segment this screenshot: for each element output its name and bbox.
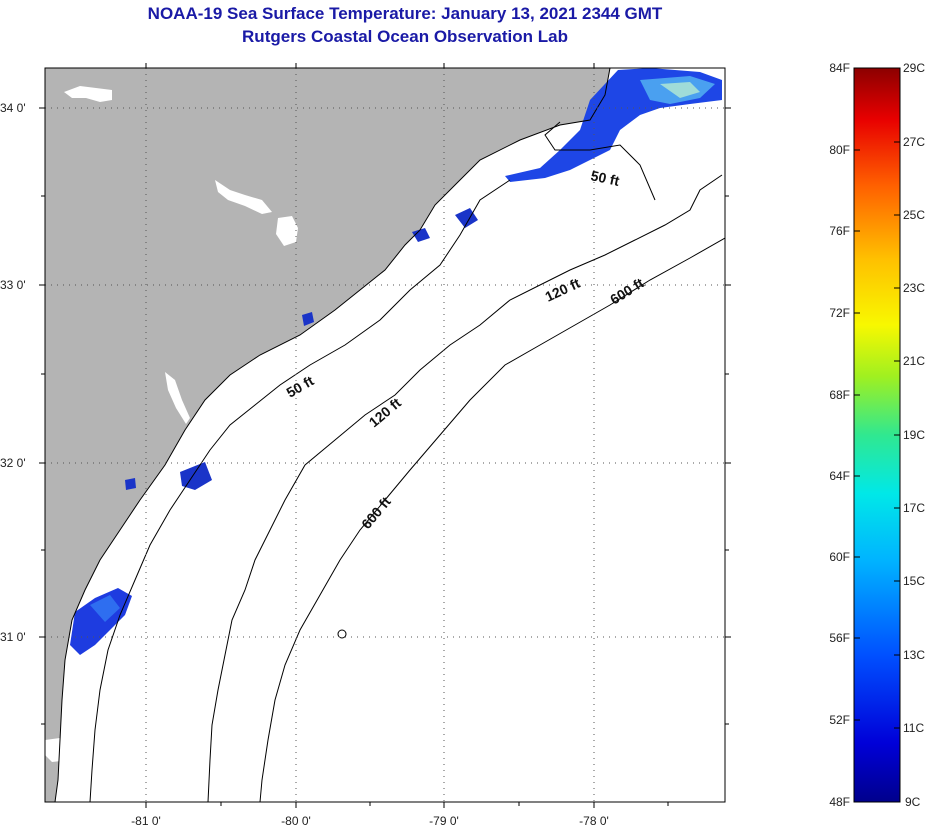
colorbar-c-label: 15C: [903, 574, 925, 588]
colorbar-c-label: 21C: [903, 354, 925, 368]
colorbar-c-label: 13C: [903, 648, 925, 662]
colorbar-c-label: 29C: [903, 61, 925, 75]
lat-label: 34 0': [0, 101, 26, 115]
colorbar-c-label: 17C: [903, 501, 925, 515]
colorbar-f-label: 68F: [829, 388, 850, 402]
colorbar-f-label: 72F: [829, 306, 850, 320]
contour-120ft: [207, 174, 723, 802]
lon-label: -79 0': [429, 814, 459, 828]
colorbar-f-label: 80F: [829, 143, 850, 157]
colorbar-f-label: 48F: [829, 795, 850, 809]
lat-label: 33 0': [0, 278, 26, 292]
map-title: NOAA-19 Sea Surface Temperature: January…: [147, 4, 663, 23]
colorbar-gradient: [853, 67, 901, 803]
map-subtitle: Rutgers Coastal Ocean Observation Lab: [242, 27, 568, 46]
colorbar-c-label: 27C: [903, 135, 925, 149]
contour-50ft: [89, 121, 656, 802]
colorbar-f-label: 56F: [829, 631, 850, 645]
colorbar-f-label: 52F: [829, 713, 850, 727]
contour-600ft: [259, 237, 725, 802]
lat-label: 31 0': [0, 630, 26, 644]
map-frame: [44, 67, 726, 803]
colorbar-f-label: 64F: [829, 469, 850, 483]
colorbar-c-label: 23C: [903, 281, 925, 295]
lat-label: 32 0': [0, 456, 26, 470]
lon-label: -78 0': [579, 814, 609, 828]
colorbar-c-label: 11C: [903, 721, 924, 735]
graticule: [45, 68, 725, 802]
colorbar-f-label: 60F: [829, 550, 850, 564]
lon-label: -80 0': [281, 814, 311, 828]
land-area: [45, 68, 610, 802]
colorbar-f-label: 84F: [829, 61, 850, 75]
colorbar-c-label: 9C: [905, 795, 921, 809]
colorbar-f-label: 76F: [829, 224, 850, 238]
contour-label: 50 ft: [589, 167, 621, 189]
colorbar-c-label: 19C: [903, 428, 925, 442]
colorbar-c-label: 25C: [903, 208, 925, 222]
lon-label: -81 0': [131, 814, 161, 828]
